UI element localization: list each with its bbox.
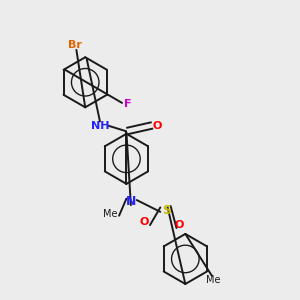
Text: F: F	[124, 99, 132, 110]
Text: N: N	[126, 195, 136, 208]
Text: O: O	[175, 220, 184, 230]
Text: Me: Me	[206, 274, 220, 285]
Text: Br: Br	[68, 40, 82, 50]
Text: Me: Me	[103, 209, 118, 219]
Text: O: O	[140, 217, 149, 227]
Text: S: S	[162, 204, 171, 217]
Text: NH: NH	[91, 121, 109, 131]
Text: O: O	[153, 121, 162, 130]
